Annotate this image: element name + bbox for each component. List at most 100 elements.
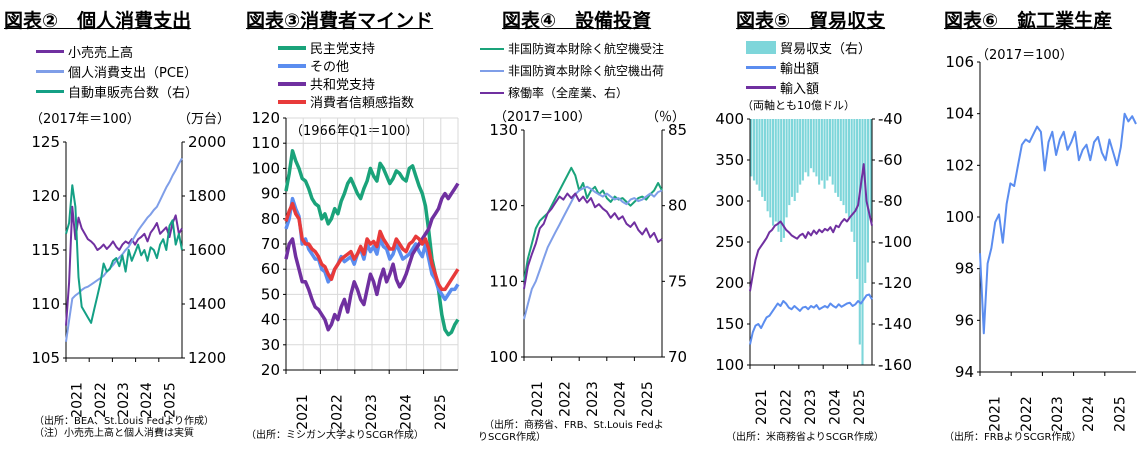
bar [834,119,837,193]
legend-item: 稼働率（全産業、右） [480,84,628,101]
source-note: （出所：商務省、FRB、St.Louis Fedよ [484,420,664,431]
legend-label: 稼働率（全産業、右） [508,86,629,100]
legend-item: 非国防資本財除く航空機出荷 [480,62,664,79]
y-tick-label-right: 1600 [188,241,226,259]
unit-label: （1966年Q1＝100） [290,124,419,139]
bar [763,119,766,201]
bar [858,119,861,345]
bar [828,119,832,177]
series-line [65,157,183,342]
y-tick-label: 102 [945,156,974,174]
x-tick-label: 2024 [139,382,155,418]
y-tick-label: 300 [715,192,744,210]
chart-svg: 100 110 120 130 70 75 80 85 2021 2022 2023 2024 2025 [489,121,687,417]
bar [769,119,772,218]
source-note: （出所：ミシガン大学よりSCGR作成） [246,430,424,441]
x-tick-label: 2025 [852,389,868,425]
y-tick-label: 150 [715,315,744,333]
legend-label: 民主党支持 [310,42,376,57]
bar [820,119,823,181]
y-tick-label: 100 [715,356,744,374]
chart-svg: 20 30 40 50 60 70 80 90 100 110 120 2021 2022 2023 202… [251,109,460,430]
series-line [749,163,873,292]
y-tick-label: 110 [489,272,518,290]
x-tick-label: 2023 [585,381,601,417]
legend-item: 非国防資本財除く航空機受注 [480,40,664,57]
legend-label: 輸入額 [780,82,820,97]
chart-svg: 105 110 115 120 125 1200 1400 1600 1800 2000 2021 2… [31,133,226,418]
y-tick-label: 110 [251,134,280,152]
y-tick-label-right: 75 [668,272,687,290]
bar [869,119,872,218]
bar [755,119,758,185]
x-tick-label: 2025 [640,381,656,417]
panel-title: 図表⑥ 鉱工業生産 [944,10,1113,32]
series-line [523,192,663,290]
y-tick-label-right: 1200 [188,349,226,367]
y-tick-label: 100 [489,348,518,366]
y-tick-label: 80 [261,210,280,228]
bar [823,119,826,189]
series-line [523,166,663,282]
y-tick-label: 110 [31,295,60,313]
bar [837,119,840,197]
bar [850,119,853,232]
source-note: （出所：米商務省よりSCGR作成） [726,432,884,443]
legend-label: 非国防資本財除く航空機出荷 [508,64,665,78]
y-tick-label-right: 1800 [188,187,226,205]
y-tick-label: 100 [251,159,280,177]
legend-label: 消費者信頼感指数 [310,96,415,111]
bar [845,119,848,214]
right-unit-label: （％） [646,110,686,125]
panel-trade-balance: 図表⑤ 貿易収支 貿易収支（右） 輸出額 輸入額 （両軸とも10億ドル） 100… [715,0,926,453]
bar [761,119,764,197]
y-tick-label: 50 [261,285,280,303]
legend-item: 貿易収支（右） [746,38,871,57]
bar [788,119,791,206]
bar [774,119,777,222]
y-tick-label-right: 80 [668,197,687,215]
bar [842,119,845,206]
y-tick-label-right: -60 [878,151,903,169]
series-line [284,149,460,337]
legend-item: 個人消費支出（PCE） [36,62,197,81]
y-tick-label: 250 [715,233,744,251]
x-tick-label: 2022 [1019,396,1035,432]
bar [804,119,807,173]
x-tick-label: 2024 [398,394,414,430]
bar [780,119,783,242]
series-line [65,184,183,324]
panel-industrial-production: 図表⑥ 鉱工業生産 （2017＝100） 94 96 98 100 102 104 106 2… [930,0,1144,453]
bar [826,119,829,181]
series-line [284,196,460,302]
panel-personal-consumption: 図表② 個人消費支出 小売売上高 個人消費支出（PCE） 自動車販売台数（右） … [0,0,236,453]
bar [847,119,851,218]
legend-item: 民主党支持 [278,38,375,57]
legend-item: 自動車販売台数（右） [36,82,198,101]
source-note-cont: りSCGR作成） [478,432,547,443]
y-tick-label: 200 [715,274,744,292]
bar [812,119,815,173]
legend-item: その他 [278,56,349,75]
panel-capex: 図表④ 設備投資 非国防資本財除く航空機受注 非国防資本財除く航空機出荷 稼働率… [472,0,712,453]
right-unit-label: （万台） [178,112,231,127]
bar [809,119,813,169]
x-tick-label: 2023 [1050,396,1066,432]
y-tick-label-right: -160 [878,356,912,374]
chart-svg: 94 96 98 100 102 104 106 2021 2022 2023 2024 2025 [945,53,1137,432]
x-tick-label: 2021 [988,396,1004,432]
bar [753,119,756,181]
y-tick-label: 350 [715,151,744,169]
chart-svg: 100 150 200 250 300 350 400 -40 -60 -80 -100 -120 -1… [715,110,912,425]
bar [861,119,864,365]
x-tick-label: 2024 [1081,396,1097,432]
y-tick-label: 100 [945,208,974,226]
y-tick-label: 30 [261,336,280,354]
bar [771,119,775,226]
x-tick-label: 2021 [70,382,86,418]
x-tick-label: 2023 [116,382,132,418]
y-tick-label-right: 85 [668,121,687,139]
bar [777,119,780,232]
y-tick-label: 105 [31,349,60,367]
x-tick-label: 2022 [330,394,346,430]
